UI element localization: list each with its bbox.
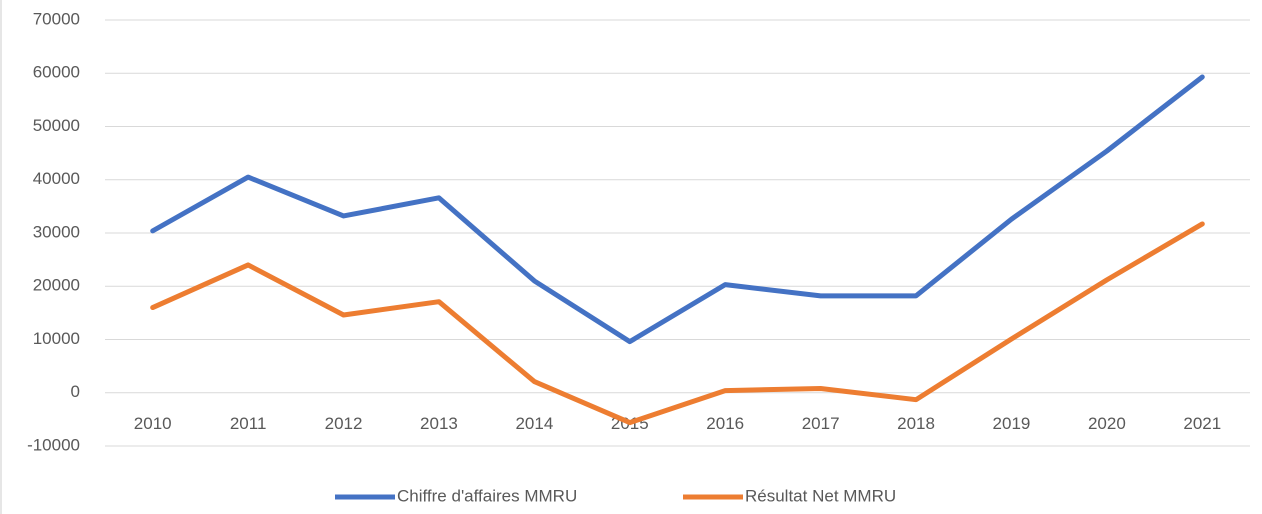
x-tick-label: 2013 bbox=[420, 414, 458, 433]
series-line bbox=[150, 221, 1205, 426]
y-tick-label: 0 bbox=[71, 382, 80, 401]
x-tick-label: 2010 bbox=[134, 414, 172, 433]
y-tick-label: 30000 bbox=[33, 222, 80, 241]
y-tick-label: -10000 bbox=[27, 435, 80, 454]
y-tick-label: 40000 bbox=[33, 169, 80, 188]
x-tick-label: 2020 bbox=[1088, 414, 1126, 433]
legend-label: Chiffre d'affaires MMRU bbox=[397, 486, 577, 505]
x-tick-label: 2019 bbox=[993, 414, 1031, 433]
y-tick-label: 60000 bbox=[33, 63, 80, 82]
x-tick-label: 2018 bbox=[897, 414, 935, 433]
x-tick-label: 2014 bbox=[515, 414, 553, 433]
x-tick-label: 2012 bbox=[325, 414, 363, 433]
x-tick-label: 2021 bbox=[1183, 414, 1221, 433]
x-tick-label: 2011 bbox=[230, 414, 267, 433]
y-tick-label: 10000 bbox=[33, 329, 80, 348]
y-tick-label: 50000 bbox=[33, 116, 80, 135]
x-tick-label: 2017 bbox=[802, 414, 840, 433]
y-tick-label: 70000 bbox=[33, 9, 80, 28]
x-tick-label: 2016 bbox=[706, 414, 744, 433]
y-tick-label: 20000 bbox=[33, 276, 80, 295]
legend-label: Résultat Net MMRU bbox=[745, 486, 896, 505]
series-line bbox=[150, 74, 1205, 345]
